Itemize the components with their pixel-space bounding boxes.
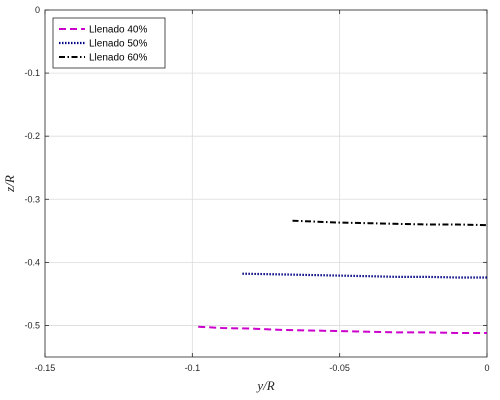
legend-label-1: Llenado 40% xyxy=(89,25,147,36)
axis-ticks: -0.15 -0.1 -0.05 0 0 -0.1 -0.2 -0.3 -0.4 -0.5 xyxy=(24,5,489,373)
y-tick-label: -0.5 xyxy=(24,320,40,330)
x-axis-label: y/R xyxy=(255,378,274,393)
y-tick-label: 0 xyxy=(35,5,40,15)
grid xyxy=(44,9,488,357)
y-axis-label: z/R xyxy=(2,175,17,193)
y-tick-label: -0.2 xyxy=(24,131,40,141)
y-tick-label: -0.3 xyxy=(24,194,40,204)
series-line-2 xyxy=(242,272,487,279)
x-tick-label: -0.05 xyxy=(329,363,350,373)
x-tick-label: -0.1 xyxy=(185,363,201,373)
plot-area xyxy=(44,9,488,358)
y-tick-label: -0.4 xyxy=(24,257,40,267)
legend-label-2: Llenado 50% xyxy=(89,39,147,50)
y-tick-label: -0.1 xyxy=(24,68,40,78)
legend-label-3: Llenado 60% xyxy=(89,53,147,64)
series-lines xyxy=(198,219,488,334)
x-tick-label: 0 xyxy=(484,363,489,373)
x-tick-label: -0.15 xyxy=(35,363,56,373)
series-line-3 xyxy=(292,219,488,227)
legend: Llenado 40% Llenado 50% Llenado 60% xyxy=(52,17,166,69)
